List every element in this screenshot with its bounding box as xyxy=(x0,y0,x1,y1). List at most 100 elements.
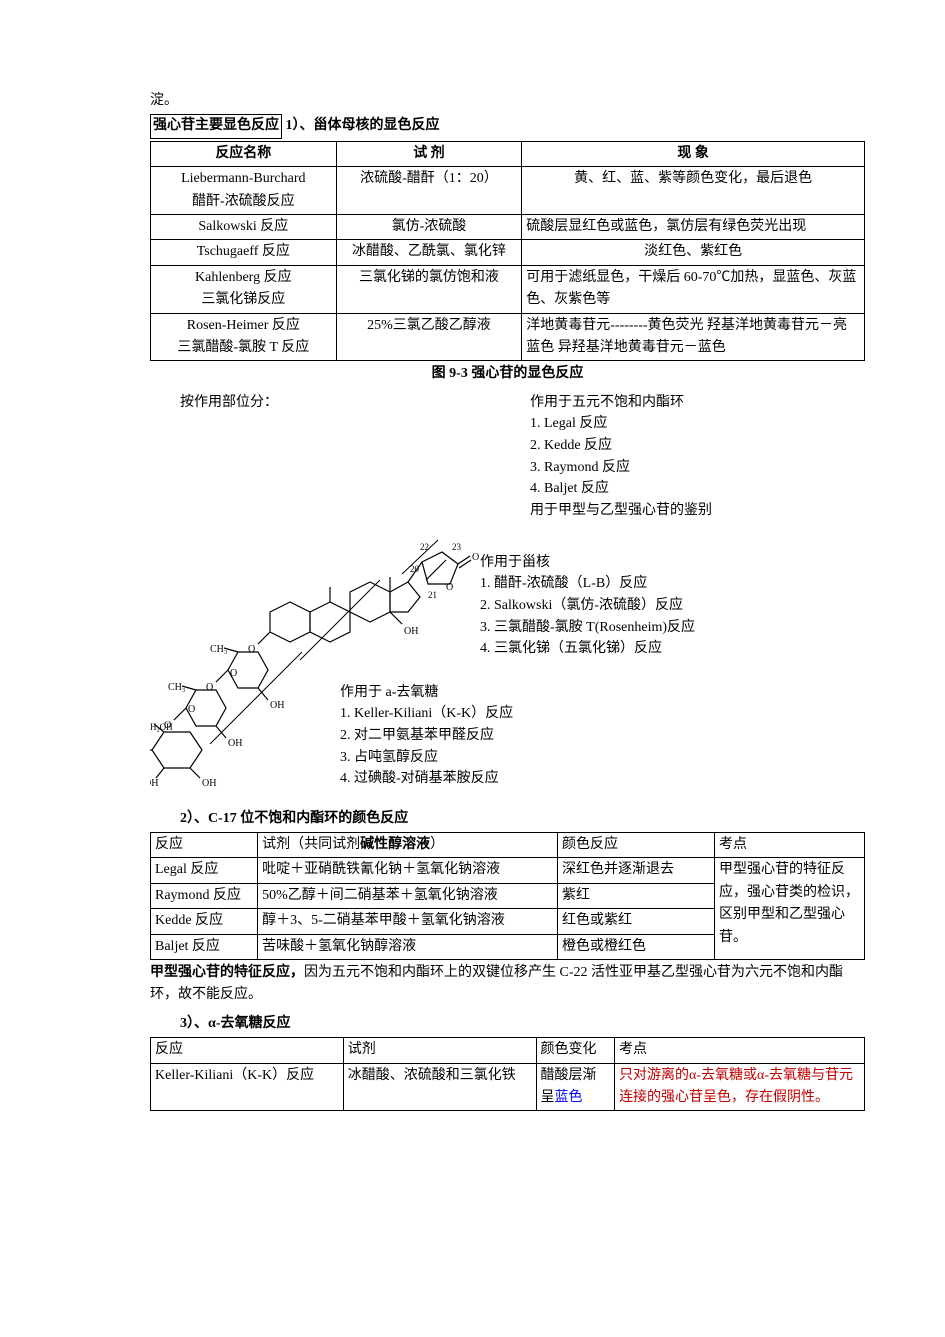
table-row: Tschugaeff 反应 冰醋酸、乙酰氯、氯化锌 淡红色、紫红色 xyxy=(151,240,865,265)
char-reaction-bold: 甲型强心苷的特征反应， xyxy=(150,965,304,980)
cell-color-blue: 蓝色 xyxy=(555,1090,583,1105)
lactone-title: 作用于五元不饱和内酯环 xyxy=(530,392,850,414)
cell: 吡啶＋亚硝酰铁氰化钠＋氢氧化钠溶液 xyxy=(258,858,558,883)
lactone-list: 1. Legal 反应 2. Kedde 反应 3. Raymond 反应 4.… xyxy=(530,413,850,500)
th-name: 反应名称 xyxy=(151,141,337,166)
cell: 浓硫酸-醋酐（1：20） xyxy=(336,167,522,215)
table-row: Salkowski 反应 氯仿-浓硫酸 硫酸层显红色或蓝色，氯仿层有绿色荧光出现 xyxy=(151,214,865,239)
table-row: Rosen-Heimer 反应 三氯醋酸-氯胺 T 反应 25%三氯乙酸乙醇液 … xyxy=(151,313,865,361)
cell: 25%三氯乙酸乙醇液 xyxy=(336,313,522,361)
svg-text:OH: OH xyxy=(150,778,158,789)
list-item: 1. Legal 反应 xyxy=(530,413,850,435)
lactone-note: 用于甲型与乙型强心苷的鉴别 xyxy=(530,500,850,522)
svg-text:O: O xyxy=(248,644,255,655)
list-item: 1. 醋酐-浓硫酸（L-B）反应 xyxy=(480,573,860,595)
svg-text:OH: OH xyxy=(228,738,242,749)
svg-text:O: O xyxy=(206,682,213,693)
th-note: 考点 xyxy=(715,833,865,858)
list-item: 2. 对二甲氨基苯甲醛反应 xyxy=(340,725,640,747)
th-reaction: 反应 xyxy=(151,1038,344,1063)
list-item: 3. Raymond 反应 xyxy=(530,457,850,479)
cell: Baljet 反应 xyxy=(151,934,258,959)
th-color: 颜色变化 xyxy=(536,1038,615,1063)
cell: 苦味酸＋氢氧化钠醇溶液 xyxy=(258,934,558,959)
cell: 硫酸层显红色或蓝色，氯仿层有绿色荧光出现 xyxy=(522,214,865,239)
nucleus-title: 作用于甾核 xyxy=(480,552,860,574)
svg-text:O: O xyxy=(230,668,237,679)
cell: 醇＋3、5-二硝基苯甲酸＋氢氧化钠溶液 xyxy=(258,909,558,934)
th-phenomenon: 现 象 xyxy=(522,141,865,166)
th-note: 考点 xyxy=(615,1038,865,1063)
cell: Legal 反应 xyxy=(151,858,258,883)
section-1-boxed: 强心苷主要显色反应 xyxy=(150,114,282,138)
section-1-after: 1）、甾体母核的显色反应 xyxy=(282,118,440,133)
list-item: 3. 占吨氢醇反应 xyxy=(340,747,640,769)
cell-note-red: 只对游离的α-去氧糖或α-去氧糖与苷元连接的强心苷呈色，存在假阴性。 xyxy=(619,1068,853,1105)
svg-text:21: 21 xyxy=(428,590,437,600)
svg-text:O: O xyxy=(446,582,453,593)
figure-caption: 图 9-3 强心苷的显色反应 xyxy=(150,363,865,385)
th-reagent: 试剂 xyxy=(343,1038,536,1063)
table-row: Keller-Kiliani（K-K）反应 冰醋酸、浓硫酸和三氯化铁 醋酸层渐呈… xyxy=(151,1063,865,1111)
table-row: 反应 试剂（共同试剂碱性醇溶液） 颜色反应 考点 xyxy=(151,833,865,858)
table-row: 反应 试剂 颜色变化 考点 xyxy=(151,1038,865,1063)
char-reaction-paragraph: 甲型强心苷的特征反应，因为五元不饱和内酯环上的双键位移产生 C-22 活性亚甲基… xyxy=(150,962,865,1007)
svg-text:O: O xyxy=(472,552,479,563)
svg-text:OH: OH xyxy=(270,700,284,711)
list-item: 2. Salkowski（氯仿-浓硫酸）反应 xyxy=(480,595,860,617)
cell: 醋酸层渐呈蓝色 xyxy=(536,1063,615,1111)
cell: Rosen-Heimer 反应 三氯醋酸-氯胺 T 反应 xyxy=(151,313,337,361)
cell: 红色或紫红 xyxy=(557,909,714,934)
th-reagent-bold: 碱性醇溶液 xyxy=(360,837,430,852)
cell: 三氯化锑的氯仿饱和液 xyxy=(336,265,522,313)
list-item: 4. 过碘酸-对硝基苯胺反应 xyxy=(340,768,640,790)
cell: Liebermann-Burchard 醋酐-浓硫酸反应 xyxy=(151,167,337,215)
list-item: 4. Baljet 反应 xyxy=(530,478,850,500)
th-reagent: 试 剂 xyxy=(336,141,522,166)
list-item: 2. Kedde 反应 xyxy=(530,435,850,457)
intro-fragment: 淀。 xyxy=(150,90,865,112)
table-row: Legal 反应 吡啶＋亚硝酰铁氰化钠＋氢氧化钠溶液 深红色并逐渐退去 甲型强心… xyxy=(151,858,865,883)
table-row: Kahlenberg 反应 三氯化锑反应 三氯化锑的氯仿饱和液 可用于滤纸显色，… xyxy=(151,265,865,313)
svg-text:OH: OH xyxy=(404,626,418,637)
cell: Salkowski 反应 xyxy=(151,214,337,239)
cell: Raymond 反应 xyxy=(151,883,258,908)
diagram-lactone-block: 作用于五元不饱和内酯环 1. Legal 反应 2. Kedde 反应 3. R… xyxy=(530,392,850,522)
th-reaction: 反应 xyxy=(151,833,258,858)
diagram-nucleus-block: 作用于甾核 1. 醋酐-浓硫酸（L-B）反应 2. Salkowski（氯仿-浓… xyxy=(480,552,860,660)
cell: Tschugaeff 反应 xyxy=(151,240,337,265)
cell: 深红色并逐渐退去 xyxy=(557,858,714,883)
svg-text:22: 22 xyxy=(420,542,429,552)
cell: 淡红色、紫红色 xyxy=(522,240,865,265)
table-steroid-nucleus-reactions: 反应名称 试 剂 现 象 Liebermann-Burchard 醋酐-浓硫酸反… xyxy=(150,141,865,362)
table-deoxy-sugar-reactions: 反应 试剂 颜色变化 考点 Keller-Kiliani（K-K）反应 冰醋酸、… xyxy=(150,1037,865,1111)
deoxy-title: 作用于 a-去氧糖 xyxy=(340,682,640,704)
list-item: 4. 三氯化锑（五氯化锑）反应 xyxy=(480,638,860,660)
th-reagent-suffix: ） xyxy=(430,837,444,852)
cell: 冰醋酸、浓硫酸和三氯化铁 xyxy=(343,1063,536,1111)
reaction-site-diagram: 按作用部位分： OH xyxy=(150,392,865,802)
cell: 橙色或橙红色 xyxy=(557,934,714,959)
cell: 氯仿-浓硫酸 xyxy=(336,214,522,239)
deoxy-list: 1. Keller-Kiliani（K-K）反应 2. 对二甲氨基苯甲醛反应 3… xyxy=(340,703,640,790)
cell: 冰醋酸、乙酰氯、氯化锌 xyxy=(336,240,522,265)
cell: 洋地黄毒苷元--------黄色荧光 羟基洋地黄毒苷元－亮蓝色 异羟基洋地黄毒苷… xyxy=(522,313,865,361)
list-item: 3. 三氯醋酸-氯胺 T(Rosenheim)反应 xyxy=(480,617,860,639)
section-1-heading: 强心苷主要显色反应 1）、甾体母核的显色反应 xyxy=(150,114,865,138)
svg-text:CH₃: CH₃ xyxy=(210,644,227,655)
th-color: 颜色反应 xyxy=(557,833,714,858)
cell: Kedde 反应 xyxy=(151,909,258,934)
cell: Keller-Kiliani（K-K）反应 xyxy=(151,1063,344,1111)
cell: 紫红 xyxy=(557,883,714,908)
svg-text:OH: OH xyxy=(202,778,216,789)
diagram-deoxy-block: 作用于 a-去氧糖 1. Keller-Kiliani（K-K）反应 2. 对二… xyxy=(340,682,640,790)
table-row: 反应名称 试 剂 现 象 xyxy=(151,141,865,166)
th-reagent: 试剂（共同试剂碱性醇溶液） xyxy=(258,833,558,858)
cell: 50%乙醇＋间二硝基苯＋氢氧化钠溶液 xyxy=(258,883,558,908)
cell: 黄、红、蓝、紫等颜色变化，最后退色 xyxy=(522,167,865,215)
svg-text:O: O xyxy=(188,704,195,715)
svg-text:CH₃: CH₃ xyxy=(168,682,185,693)
list-item: 1. Keller-Kiliani（K-K）反应 xyxy=(340,703,640,725)
section-3-heading: 3）、α-去氧糖反应 xyxy=(150,1013,865,1035)
svg-text:23: 23 xyxy=(452,542,462,552)
